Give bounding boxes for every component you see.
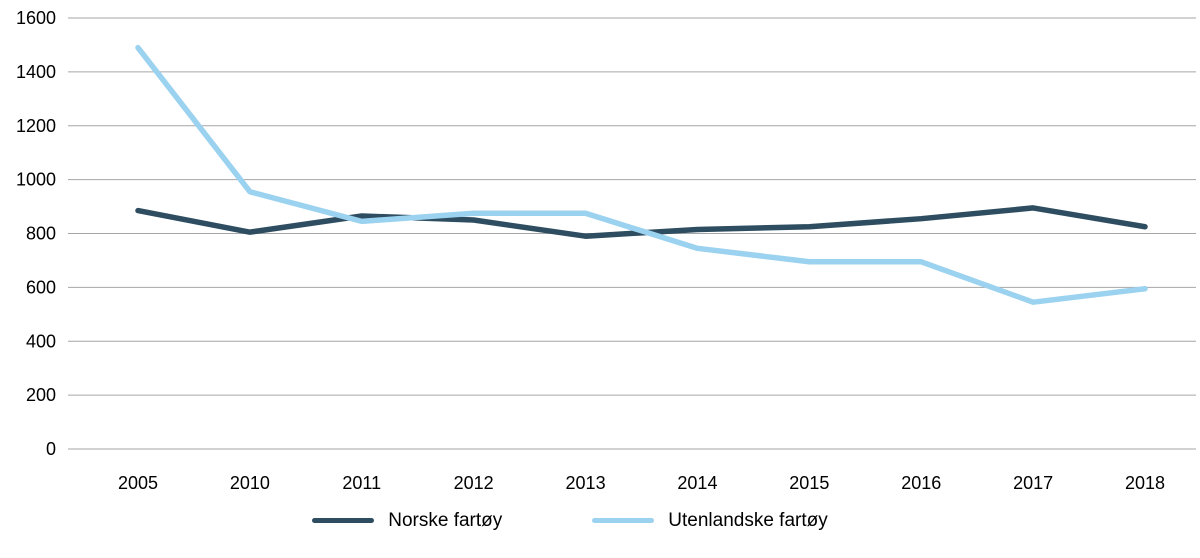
y-axis-tick-label: 1000 <box>16 170 56 190</box>
legend-label-norske: Norske fartøy <box>388 510 503 531</box>
y-axis-tick-label: 800 <box>26 224 56 244</box>
chart-legend: Norske fartøy Utenlandske fartøy <box>0 511 1140 530</box>
x-axis-tick-label: 2015 <box>789 473 829 493</box>
legend-label-utenlandske: Utenlandske fartøy <box>668 510 828 531</box>
chart-canvas: 0 200 400 600 800 1000 1200 1400 1600 2005 2010 201… <box>16 8 1196 493</box>
legend-swatch-norske <box>312 518 375 523</box>
y-axis-tick-label: 1200 <box>16 116 56 136</box>
y-axis-tick-label: 600 <box>26 277 56 297</box>
x-axis-tick-label: 2017 <box>1013 473 1053 493</box>
x-axis-tick-label: 2016 <box>901 473 941 493</box>
y-axis-tick-label: 400 <box>26 331 56 351</box>
x-axis-tick-label: 2013 <box>566 473 606 493</box>
y-axis-tick-label: 1400 <box>16 62 56 82</box>
x-axis-tick-label: 2018 <box>1125 473 1165 493</box>
x-axis-tick-label: 2011 <box>342 473 381 493</box>
x-axis-tick-label: 2012 <box>454 473 494 493</box>
legend-item-utenlandske: Utenlandske fartøy <box>592 510 828 531</box>
y-axis-tick-label: 0 <box>46 439 56 459</box>
x-axis-tick-label: 2005 <box>118 473 158 493</box>
y-axis-tick-label: 200 <box>26 385 56 405</box>
x-axis-tick-label: 2010 <box>230 473 270 493</box>
y-axis-tick-label: 1600 <box>16 8 56 28</box>
x-axis-tick-label: 2014 <box>677 473 717 493</box>
legend-swatch-utenlandske <box>592 518 655 523</box>
legend-item-norske: Norske fartøy <box>312 511 502 530</box>
series-line-1 <box>135 44 1148 305</box>
